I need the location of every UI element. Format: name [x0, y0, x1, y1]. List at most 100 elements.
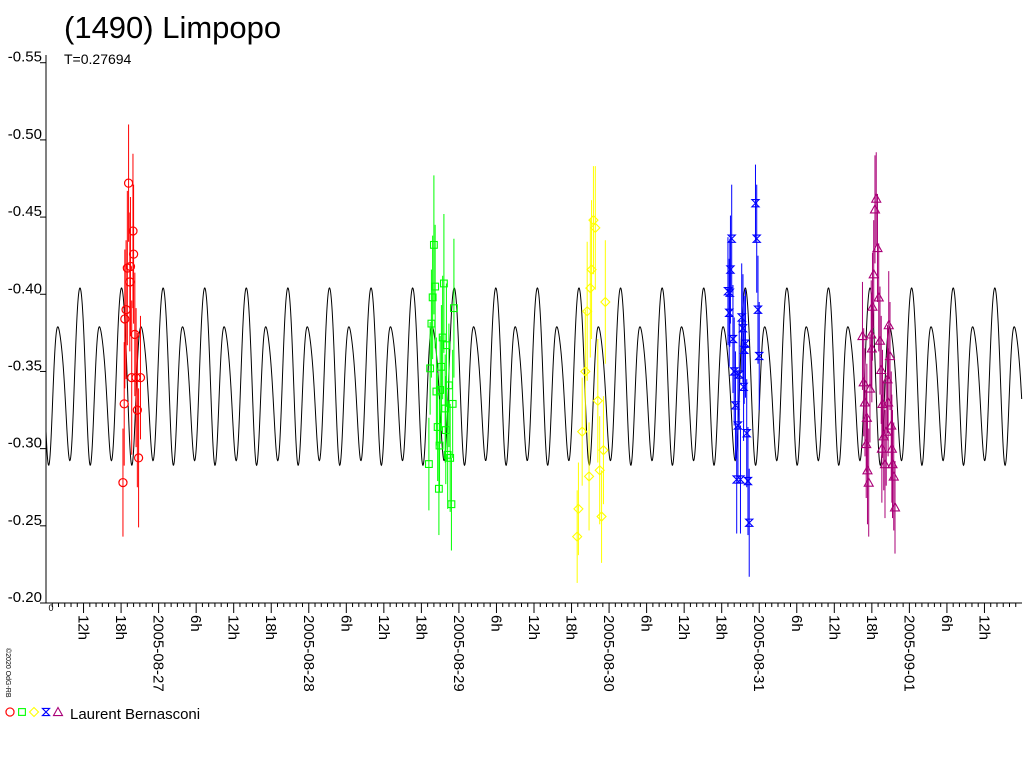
x-tick-label: 2005-08-30 [600, 615, 617, 692]
data-point [580, 366, 591, 377]
series-circle [118, 124, 146, 537]
data-point [857, 330, 868, 341]
credit-text: ©2020 OdG-RB [4, 648, 11, 698]
data-point [442, 341, 451, 350]
data-point [125, 261, 136, 272]
x-tick-label: 6h [938, 615, 955, 632]
legend-symbol-circle [5, 707, 15, 717]
x-tick-label: 18h [863, 615, 880, 640]
data-point [882, 396, 894, 407]
observation-series [118, 124, 901, 583]
y-tick-label: -0.35 [8, 357, 42, 374]
data-point [886, 443, 898, 453]
data-point [724, 288, 735, 297]
data-point [735, 475, 746, 484]
data-point [41, 707, 51, 717]
y-axis: -0.55 -0.50 -0.45 -0.40 -0.35 -0.30 -0.25 -0.20 [8, 49, 46, 606]
data-point [5, 707, 15, 717]
data-point [875, 364, 887, 375]
x-tick-label: 12h [225, 615, 242, 640]
series-triangle [857, 152, 901, 554]
x-tick-label: 12h [525, 615, 542, 640]
data-point [738, 382, 749, 392]
data-point [872, 242, 883, 253]
x-tick-label: 18h [112, 615, 129, 640]
data-point [120, 314, 130, 324]
data-point [429, 240, 438, 249]
legend-symbol-diamond [28, 706, 40, 718]
y-tick-label: -0.50 [8, 126, 42, 143]
data-point [590, 222, 601, 234]
legend-symbol-triangle [52, 706, 64, 717]
x-tick-label: 2005-08-27 [150, 615, 167, 692]
data-point [598, 444, 609, 456]
data-point [874, 334, 886, 345]
x-tick-label: 6h [788, 615, 805, 632]
x-tick-label: 18h [563, 615, 580, 640]
data-point [879, 458, 891, 469]
y-tick-label: -0.55 [8, 49, 42, 66]
data-point [130, 329, 140, 340]
series-diamond [571, 166, 611, 583]
data-point [863, 476, 875, 487]
data-point [594, 464, 605, 476]
copyright-credit: ©2020 OdG-RB [1, 648, 11, 698]
x-tick-label: 12h [675, 615, 692, 640]
lightcurve-chart: -0.55 -0.50 -0.45 -0.40 -0.35 -0.30 -0.25 -0.20… [8, 49, 1023, 692]
data-point [128, 226, 138, 236]
data-point [133, 453, 144, 463]
x-tick-label: 12h [825, 615, 842, 640]
data-point [585, 282, 596, 294]
data-point [128, 249, 139, 259]
data-point [870, 192, 882, 203]
y-tick-label: -0.30 [8, 435, 42, 452]
data-point [876, 443, 888, 453]
data-point [883, 319, 895, 330]
data-point [447, 500, 456, 509]
data-point [439, 279, 448, 288]
legend-symbol-hourglass [41, 707, 51, 717]
data-point [868, 268, 880, 279]
data-point [873, 291, 885, 302]
x-tick-label: 6h [638, 615, 655, 632]
data-point [446, 453, 455, 462]
y-tick-label: -0.25 [8, 512, 42, 529]
data-point [571, 531, 583, 542]
legend-observer: Laurent Bernasconi [70, 705, 201, 723]
data-point [428, 293, 437, 302]
x-tick-label: 18h [262, 615, 279, 640]
data-point [449, 304, 458, 313]
data-point [434, 484, 443, 493]
data-point [52, 706, 64, 717]
data-point [600, 296, 611, 308]
y-tick-label: -0.40 [8, 280, 42, 297]
data-point [866, 342, 878, 353]
series-square [424, 175, 458, 551]
model-line [45, 287, 1023, 467]
data-point [586, 264, 597, 275]
data-point [135, 372, 146, 383]
x-tick-label: 6h [187, 615, 204, 632]
y-tick-label: -0.45 [8, 203, 42, 220]
x-tick-label: 6h [487, 615, 504, 632]
model-curve [45, 287, 1023, 467]
data-point [573, 503, 584, 515]
data-point [441, 426, 450, 435]
data-point [862, 464, 873, 475]
data-point [740, 339, 751, 348]
data-point [436, 386, 445, 394]
data-point [592, 395, 604, 407]
data-point [754, 351, 765, 361]
data-point [118, 477, 128, 488]
x-tick-label: 6h [337, 615, 354, 632]
data-point [132, 405, 142, 415]
series-hourglass [723, 164, 765, 577]
data-point [889, 501, 901, 512]
x-tick-label: 2005-08-29 [450, 615, 467, 692]
x-tick-label: 2005-08-28 [300, 615, 317, 692]
data-point [865, 328, 877, 339]
x-tick-label: 2005-08-31 [750, 615, 767, 692]
data-point [867, 300, 878, 311]
x-tick-label: 12h [75, 615, 92, 640]
data-point [861, 412, 873, 422]
